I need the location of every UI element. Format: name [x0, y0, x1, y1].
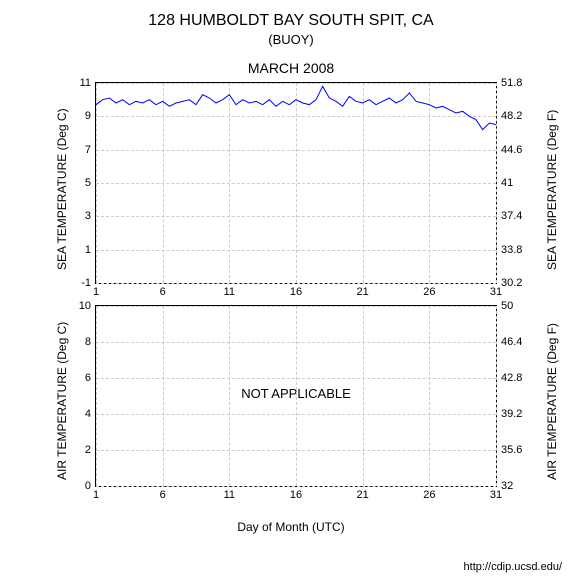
ytick-left-label: 5: [85, 177, 91, 189]
xtick-label: 26: [423, 489, 435, 501]
ytick-right-label: 51.8: [501, 77, 522, 89]
xtick-label: 16: [290, 489, 302, 501]
xtick-label: 21: [357, 286, 369, 298]
ytick-right-label: 30.2: [501, 277, 522, 289]
air-temperature-chart: NOT APPLICABLE 161116212631032235.6439.2…: [95, 305, 497, 487]
footer-url: http://cdip.ucsd.edu/: [464, 561, 562, 573]
ytick-right-label: 42.8: [501, 372, 522, 384]
page-title: 128 HUMBOLDT BAY SOUTH SPIT, CA: [0, 12, 582, 30]
ytick-right-label: 35.6: [501, 444, 522, 456]
ytick-right-label: 32: [501, 480, 513, 492]
ytick-left-label: 7: [85, 144, 91, 156]
xtick-label: 11: [224, 489, 235, 501]
ytick-left-label: 1: [85, 244, 91, 256]
ytick-left-label: 10: [79, 300, 91, 312]
ytick-left-label: 11: [80, 77, 91, 89]
xtick-label: 1: [93, 489, 99, 501]
xaxis-label: Day of Month (UTC): [0, 520, 582, 534]
ytick-left-label: 2: [85, 444, 91, 456]
chart-month: MARCH 2008: [0, 60, 582, 76]
xtick-label: 11: [224, 286, 235, 298]
ytick-right-label: 48.2: [501, 110, 522, 122]
sea-temperature-chart: 161116212631-130.2133.8337.4541744.6948.…: [95, 82, 497, 284]
xtick-label: 6: [160, 489, 166, 501]
xtick-label: 26: [423, 286, 435, 298]
ytick-left-label: 9: [85, 110, 91, 122]
air-temp-ylabel-left: AIR TEMPERATURE (Deg C): [55, 322, 69, 480]
ytick-right-label: 50: [501, 300, 513, 312]
ytick-left-label: -1: [81, 277, 91, 289]
ytick-left-label: 3: [85, 210, 91, 222]
ytick-right-label: 39.2: [501, 408, 522, 420]
ytick-right-label: 37.4: [501, 210, 522, 222]
xtick-label: 1: [93, 286, 99, 298]
ytick-left-label: 4: [85, 408, 91, 420]
ytick-right-label: 41: [501, 177, 513, 189]
sea-temp-ylabel-right: SEA TEMPERATURE (Deg F): [545, 110, 559, 270]
ytick-left-label: 8: [85, 336, 91, 348]
xtick-label: 6: [160, 286, 166, 298]
ytick-left-label: 0: [85, 480, 91, 492]
xtick-label: 21: [357, 489, 369, 501]
ytick-right-label: 33.8: [501, 244, 522, 256]
ytick-left-label: 6: [85, 372, 91, 384]
xtick-label: 16: [290, 286, 302, 298]
sea-temp-ylabel-left: SEA TEMPERATURE (Deg C): [55, 108, 69, 270]
page-subtitle: (BUOY): [0, 32, 582, 47]
ytick-right-label: 46.4: [501, 336, 522, 348]
ytick-right-label: 44.6: [501, 144, 522, 156]
air-temp-ylabel-right: AIR TEMPERATURE (Deg F): [545, 323, 559, 480]
